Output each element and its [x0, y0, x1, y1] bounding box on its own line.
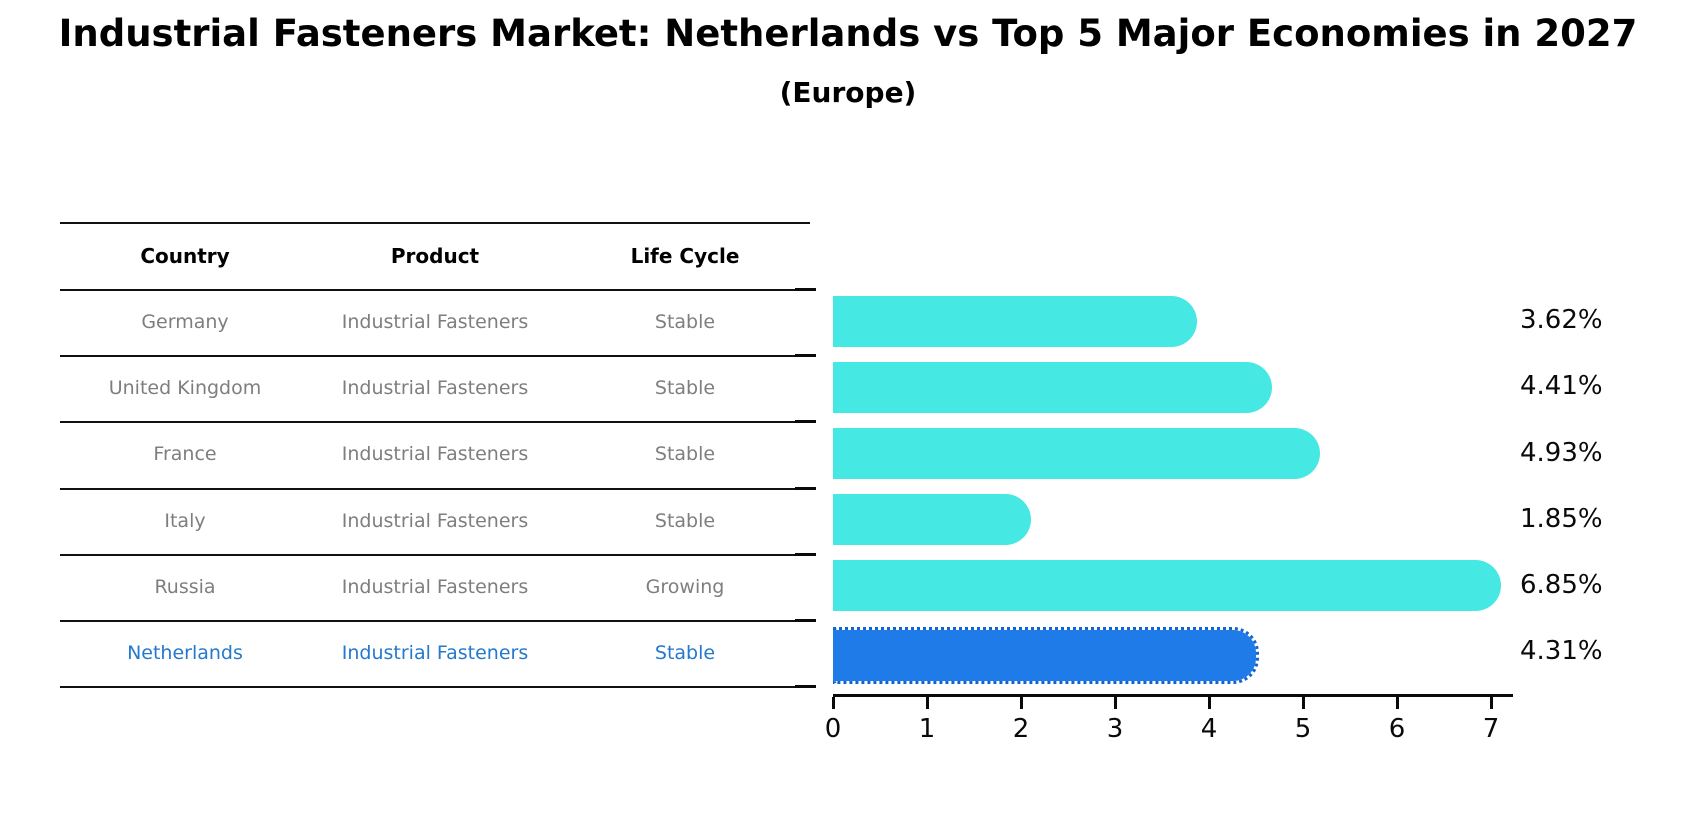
cell-life-cycle: Stable [654, 311, 716, 334]
table-rule [60, 222, 810, 224]
cell-country: United Kingdom [108, 377, 262, 400]
bar-value-label: 4.41% [1520, 371, 1603, 402]
table-row: Germany Industrial Fasteners Stable [60, 289, 810, 355]
cell-country: Germany [141, 311, 229, 334]
cell-life-cycle: Stable [654, 377, 716, 400]
bar [833, 427, 1320, 479]
bar-row [833, 620, 1512, 686]
bar-row [833, 355, 1512, 421]
y-tick-mark [795, 288, 816, 291]
y-tick-mark [795, 619, 816, 622]
table-row: France Industrial Fasteners Stable [60, 421, 810, 487]
bar-value-label: 4.93% [1520, 437, 1603, 468]
table-rule [60, 421, 810, 424]
cell-life-cycle: Stable [654, 509, 716, 532]
x-tick-mark [1208, 697, 1211, 709]
chart-title: Industrial Fasteners Market: Netherlands… [58, 12, 1638, 55]
bar-value-label: 6.85% [1520, 569, 1603, 600]
y-tick-mark [795, 552, 816, 556]
cell-product: Industrial Fasteners [341, 509, 529, 532]
table-rule [60, 487, 810, 490]
x-tick-label: 4 [1200, 714, 1218, 744]
table-rule [60, 553, 810, 556]
x-tick-mark [1114, 697, 1117, 709]
cell-product: Industrial Fasteners [341, 575, 529, 598]
table-rule [60, 686, 810, 689]
table-row: Netherlands Industrial Fasteners Stable [60, 620, 810, 686]
x-tick-label: 1 [918, 714, 936, 744]
y-tick-mark [795, 354, 816, 358]
x-tick-label: 2 [1012, 714, 1030, 744]
table-rule [60, 289, 810, 291]
x-tick-label: 0 [824, 714, 842, 744]
cell-product: Industrial Fasteners [341, 642, 529, 665]
column-header-life-cycle: Life Cycle [630, 243, 740, 268]
table-row: Italy Industrial Fasteners Stable [60, 488, 810, 554]
x-tick-label: 6 [1388, 714, 1406, 744]
bar [833, 494, 1031, 546]
bar-row [833, 421, 1512, 487]
bar-row [833, 488, 1512, 554]
x-tick-mark [926, 697, 929, 709]
x-tick-label: 5 [1294, 714, 1312, 744]
bar-row [833, 554, 1512, 620]
bar-value-label: 4.31% [1520, 636, 1603, 667]
x-tick-mark [832, 697, 835, 709]
cell-life-cycle: Stable [654, 443, 716, 466]
bar-value-label: 1.85% [1520, 503, 1603, 534]
table-row: United Kingdom Industrial Fasteners Stable [60, 355, 810, 421]
cell-product: Industrial Fasteners [341, 377, 529, 400]
bar [833, 361, 1272, 413]
chart-subtitle: (Europe) [779, 76, 917, 109]
y-tick-mark [795, 685, 816, 689]
cell-life-cycle: Stable [654, 642, 716, 665]
bar [833, 560, 1501, 612]
x-tick-mark [1490, 697, 1493, 709]
cell-country: Netherlands [127, 642, 243, 665]
cell-country: Russia [154, 575, 216, 598]
table-rule [60, 355, 810, 358]
cell-life-cycle: Growing [645, 575, 725, 598]
x-tick-mark [1302, 697, 1305, 709]
cell-product: Industrial Fasteners [341, 311, 529, 334]
y-tick-mark [795, 486, 816, 490]
bar-highlight-netherlands [833, 626, 1259, 684]
bar [833, 295, 1197, 347]
cell-country: France [153, 443, 217, 466]
column-header-country: Country [140, 243, 230, 268]
x-axis-spine [833, 694, 1513, 697]
table-rule [60, 620, 810, 622]
x-tick-mark [1396, 697, 1399, 709]
cell-product: Industrial Fasteners [341, 443, 529, 466]
bar-value-label: 3.62% [1520, 305, 1603, 336]
table-header-row: Country Product Life Cycle [60, 222, 810, 289]
x-tick-mark [1020, 697, 1023, 709]
bar-row [833, 289, 1512, 355]
x-tick-label: 7 [1482, 714, 1500, 744]
y-tick-mark [795, 420, 816, 424]
table-row: Russia Industrial Fasteners Growing [60, 554, 810, 620]
x-tick-label: 3 [1106, 714, 1124, 744]
cell-country: Italy [164, 509, 206, 532]
column-header-product: Product [390, 243, 480, 268]
